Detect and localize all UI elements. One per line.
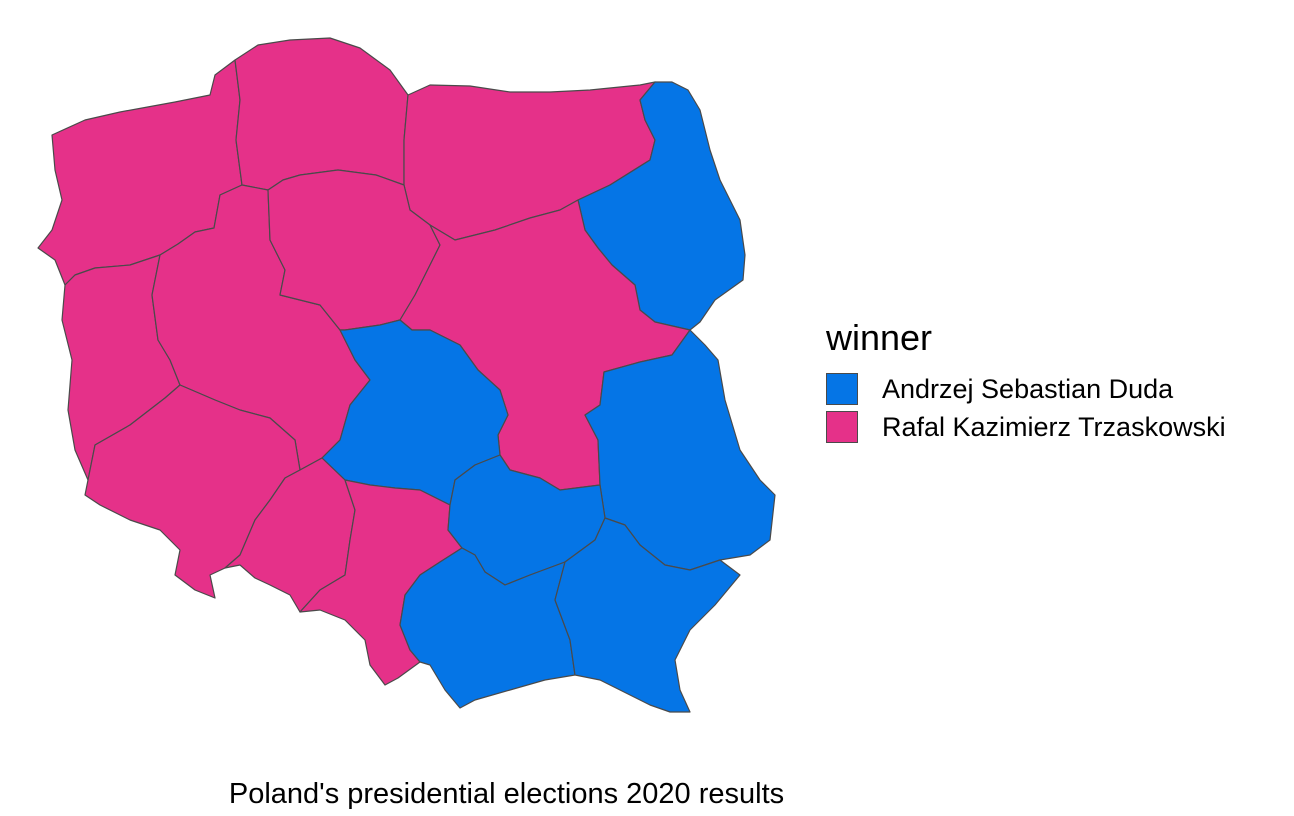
map-caption: Poland's presidential elections 2020 res… bbox=[228, 778, 785, 810]
legend-label-trzaskowski: Rafal Kazimierz Trzaskowski bbox=[882, 411, 1226, 442]
legend-swatch-trzaskowski bbox=[826, 411, 858, 443]
map-legend: winner Andrzej Sebastian Duda Rafal Kazi… bbox=[826, 318, 1226, 446]
region-pomorskie bbox=[234, 37, 409, 191]
legend-label-duda: Andrzej Sebastian Duda bbox=[882, 373, 1174, 404]
region-malopolskie bbox=[399, 547, 576, 709]
region-podkarpackie bbox=[554, 517, 741, 713]
legend-item-duda: Andrzej Sebastian Duda bbox=[826, 370, 1226, 408]
legend-title: winner bbox=[826, 317, 933, 358]
legend-swatch-duda bbox=[826, 373, 858, 405]
legend-item-trzaskowski: Rafal Kazimierz Trzaskowski bbox=[826, 408, 1226, 446]
poland-map bbox=[37, 37, 776, 713]
